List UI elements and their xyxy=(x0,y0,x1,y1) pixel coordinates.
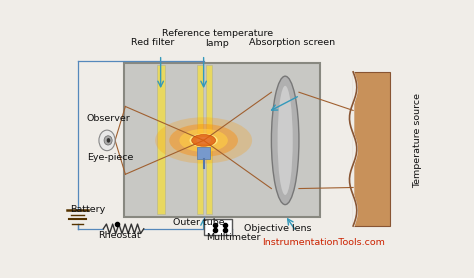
Bar xyxy=(156,65,164,214)
Text: Mulltimeter: Mulltimeter xyxy=(207,233,261,242)
Bar xyxy=(206,65,212,214)
Bar xyxy=(197,147,210,158)
Ellipse shape xyxy=(272,76,299,205)
Ellipse shape xyxy=(169,124,238,157)
Bar xyxy=(204,219,232,235)
Text: Observer: Observer xyxy=(87,115,130,123)
Ellipse shape xyxy=(190,134,218,147)
Text: Reference temperature
lamp: Reference temperature lamp xyxy=(162,29,273,48)
Text: Absorption screen: Absorption screen xyxy=(249,38,336,48)
Ellipse shape xyxy=(179,129,228,152)
Text: Outer tube: Outer tube xyxy=(173,218,225,227)
Bar xyxy=(353,72,390,226)
Text: InstrumentationTools.com: InstrumentationTools.com xyxy=(262,238,385,247)
Ellipse shape xyxy=(191,135,216,146)
Text: Objective lens: Objective lens xyxy=(244,224,311,233)
Bar xyxy=(197,65,203,214)
Ellipse shape xyxy=(107,138,110,143)
Ellipse shape xyxy=(99,130,115,151)
Ellipse shape xyxy=(104,136,112,145)
Text: Temperature source: Temperature source xyxy=(413,93,422,188)
Text: Rheostat: Rheostat xyxy=(99,231,141,240)
Bar xyxy=(124,63,320,217)
Text: Battery: Battery xyxy=(70,205,106,214)
Ellipse shape xyxy=(155,117,252,163)
Text: Red filter: Red filter xyxy=(131,38,174,48)
Ellipse shape xyxy=(196,137,211,144)
Ellipse shape xyxy=(278,86,293,195)
Text: Eye-piece: Eye-piece xyxy=(87,153,133,162)
